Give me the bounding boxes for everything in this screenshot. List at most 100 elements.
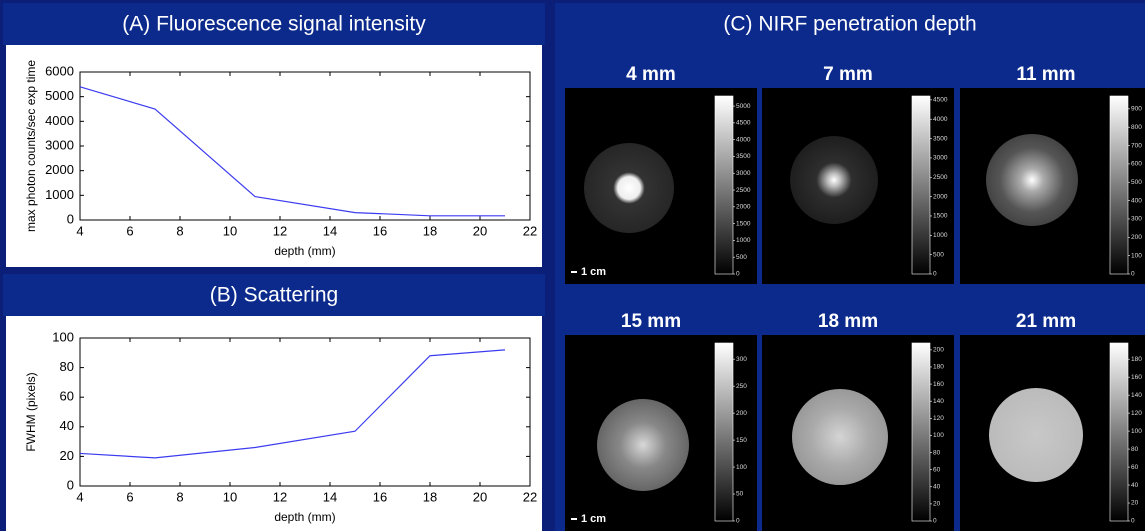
colorbar-tick-label: 60 xyxy=(933,466,941,473)
image-label: 7 mm xyxy=(823,64,873,85)
x-tick-label: 6 xyxy=(126,223,133,238)
colorbar-tick-label: 50 xyxy=(736,491,744,498)
x-tick-label: 4 xyxy=(76,489,83,504)
colorbar xyxy=(1109,95,1129,275)
colorbar-tick-label: 4000 xyxy=(736,136,751,143)
x-tick-label: 14 xyxy=(323,489,337,504)
x-tick-label: 14 xyxy=(323,223,337,238)
x-tick-label: 18 xyxy=(423,223,437,238)
colorbar-tick-label: 40 xyxy=(1131,482,1139,489)
scale-bar-label: 1 cm xyxy=(581,266,606,278)
phantom xyxy=(790,136,878,224)
x-tick-label: 8 xyxy=(176,489,183,504)
phantom xyxy=(792,389,888,485)
colorbar-tick-label: 500 xyxy=(933,251,944,258)
y-tick-label: 20 xyxy=(60,448,74,463)
colorbar-tick-label: 1000 xyxy=(736,237,751,244)
colorbar-tick-label: 0 xyxy=(933,518,937,525)
x-tick-label: 18 xyxy=(423,489,437,504)
colorbar-tick-label: 100 xyxy=(736,464,747,471)
colorbar-tick-label: 200 xyxy=(1131,234,1142,241)
phantom xyxy=(986,134,1078,226)
colorbar xyxy=(714,95,734,275)
colorbar xyxy=(1109,342,1129,522)
colorbar-tick-label: 800 xyxy=(1131,124,1142,131)
x-tick-label: 6 xyxy=(126,489,133,504)
y-axis-label: max photon counts/sec exp time xyxy=(24,60,38,232)
y-tick-label: 3000 xyxy=(45,137,74,152)
x-tick-label: 12 xyxy=(273,489,287,504)
colorbar-tick-label: 250 xyxy=(736,383,747,390)
colorbar-tick-label: 2500 xyxy=(933,174,948,181)
colorbar-tick-label: 80 xyxy=(1131,446,1139,453)
colorbar-tick-label: 4500 xyxy=(736,120,751,127)
colorbar-tick-label: 0 xyxy=(1131,518,1135,525)
colorbar-tick-label: 20 xyxy=(1131,500,1139,507)
x-tick-label: 16 xyxy=(373,223,387,238)
colorbar-tick-label: 100 xyxy=(933,432,944,439)
colorbar-tick-label: 3000 xyxy=(736,170,751,177)
colorbar-tick-label: 400 xyxy=(1131,197,1142,204)
image-label: 15 mm xyxy=(621,311,681,332)
colorbar-tick-label: 3500 xyxy=(933,135,948,142)
colorbar xyxy=(714,342,734,522)
x-tick-label: 22 xyxy=(523,489,537,504)
x-tick-label: 20 xyxy=(473,489,487,504)
x-axis-label: depth (mm) xyxy=(274,510,335,524)
panel-a-header xyxy=(3,3,545,45)
phantom xyxy=(597,399,689,491)
colorbar-tick-label: 100 xyxy=(1131,252,1142,259)
image-label: 4 mm xyxy=(626,64,676,85)
y-axis-label: FWHM (pixels) xyxy=(24,372,38,451)
colorbar-tick-label: 20 xyxy=(933,501,941,508)
colorbar-tick-label: 4500 xyxy=(933,97,948,104)
colorbar-tick-label: 200 xyxy=(933,347,944,354)
image-label: 18 mm xyxy=(818,311,878,332)
y-tick-label: 4000 xyxy=(45,113,74,128)
colorbar-tick-label: 100 xyxy=(1131,428,1142,435)
colorbar-tick-label: 180 xyxy=(1131,356,1142,363)
x-axis-label: depth (mm) xyxy=(274,244,335,258)
plot-area xyxy=(79,71,531,221)
plot-area xyxy=(79,337,531,487)
panel-title: (A) Fluorescence signal intensity xyxy=(122,13,426,36)
colorbar-tick-label: 300 xyxy=(736,356,747,363)
y-tick-label: 2000 xyxy=(45,162,74,177)
panel-title: (C) NIRF penetration depth xyxy=(723,13,976,36)
x-tick-label: 22 xyxy=(523,223,537,238)
colorbar-tick-label: 5000 xyxy=(736,103,751,110)
colorbar-tick-label: 0 xyxy=(1131,271,1135,278)
y-tick-label: 40 xyxy=(60,418,74,433)
x-tick-label: 12 xyxy=(273,223,287,238)
y-tick-label: 6000 xyxy=(45,63,74,78)
colorbar-tick-label: 500 xyxy=(1131,179,1142,186)
x-tick-label: 4 xyxy=(76,223,83,238)
colorbar-tick-label: 1000 xyxy=(933,232,948,239)
image-label: 11 mm xyxy=(1016,64,1075,85)
phantom xyxy=(989,388,1083,482)
y-tick-label: 0 xyxy=(67,477,74,492)
x-tick-label: 10 xyxy=(223,489,237,504)
colorbar-tick-label: 40 xyxy=(933,483,941,490)
phantom xyxy=(584,143,674,233)
colorbar-tick-label: 140 xyxy=(1131,392,1142,399)
colorbar-tick-label: 3000 xyxy=(933,155,948,162)
colorbar-tick-label: 120 xyxy=(933,415,944,422)
colorbar-tick-label: 500 xyxy=(736,254,747,261)
colorbar xyxy=(911,342,931,522)
y-tick-label: 60 xyxy=(60,389,74,404)
colorbar-tick-label: 60 xyxy=(1131,464,1139,471)
colorbar-tick-label: 1500 xyxy=(933,213,948,220)
x-tick-label: 16 xyxy=(373,489,387,504)
colorbar-tick-label: 4000 xyxy=(933,116,948,123)
colorbar-tick-label: 0 xyxy=(933,271,937,278)
data-line xyxy=(79,86,505,217)
colorbar-tick-label: 300 xyxy=(1131,216,1142,223)
x-tick-label: 8 xyxy=(176,223,183,238)
colorbar-tick-label: 700 xyxy=(1131,142,1142,149)
colorbar-tick-label: 900 xyxy=(1131,106,1142,113)
colorbar xyxy=(911,95,931,275)
image-label: 21 mm xyxy=(1016,311,1076,332)
x-tick-label: 20 xyxy=(473,223,487,238)
